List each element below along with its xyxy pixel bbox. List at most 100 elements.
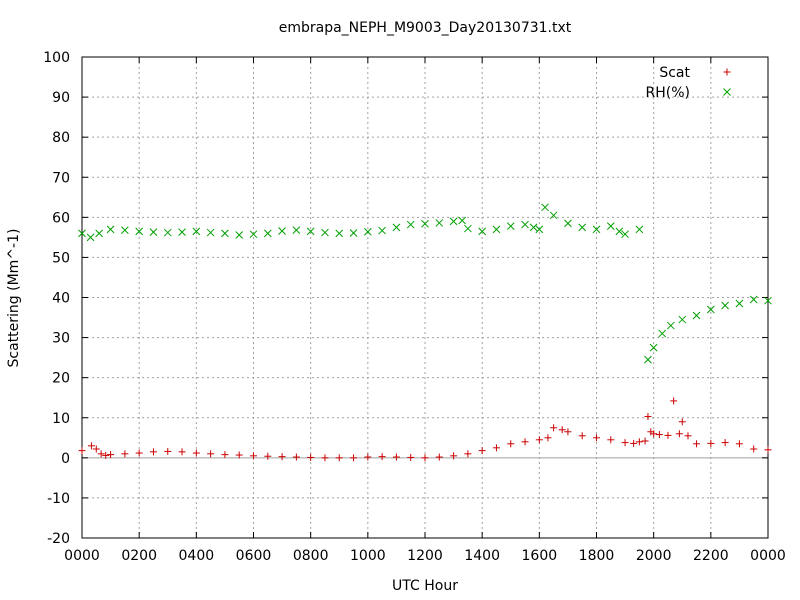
scat-point xyxy=(535,436,543,444)
rh-point xyxy=(378,226,386,235)
rh-point xyxy=(278,227,286,235)
rh-point xyxy=(263,229,272,238)
rh-point xyxy=(106,225,115,234)
scat-point xyxy=(544,434,552,442)
rh-point xyxy=(521,220,529,229)
scat-point xyxy=(735,440,743,448)
rh-point xyxy=(435,219,444,227)
rh-point xyxy=(335,229,344,238)
rh-point xyxy=(749,295,758,304)
scat-point xyxy=(121,450,129,458)
y-tick-label: 0 xyxy=(61,451,70,467)
scat-point xyxy=(721,439,729,447)
scat-point xyxy=(521,438,529,446)
rh-point xyxy=(635,225,644,234)
scat-point xyxy=(650,430,658,438)
y-tick-label: 40 xyxy=(52,291,70,307)
rh-point xyxy=(678,315,687,324)
y-tick-label: 50 xyxy=(52,250,70,266)
scat-point xyxy=(107,451,115,459)
scat-point xyxy=(507,440,515,448)
y-tick-label: 80 xyxy=(52,130,70,146)
scat-point xyxy=(87,442,95,450)
rh-point xyxy=(549,211,558,220)
scat-point xyxy=(378,453,386,461)
scat-point xyxy=(621,439,629,447)
legend-label: Scat xyxy=(659,65,690,81)
x-tick-label: 1600 xyxy=(522,548,558,564)
scat-point xyxy=(558,426,566,434)
rh-point xyxy=(306,227,315,236)
scat-point xyxy=(492,444,500,452)
scat-point xyxy=(392,453,400,461)
scat-point xyxy=(693,440,701,448)
scat-point xyxy=(550,424,558,432)
scat-point xyxy=(684,432,692,440)
scat-point xyxy=(364,453,372,461)
rh-point xyxy=(221,229,229,238)
rh-point xyxy=(206,228,215,237)
rh-point xyxy=(658,329,667,338)
scat-point xyxy=(764,446,772,454)
scat-point xyxy=(250,452,257,460)
scat-point xyxy=(350,454,358,462)
y-tick-label: 10 xyxy=(52,411,70,427)
rh-point xyxy=(95,229,104,238)
rh-point xyxy=(464,224,472,233)
rh-point xyxy=(615,227,624,236)
x-tick-label: 0000 xyxy=(750,548,786,564)
scat-point xyxy=(750,445,758,453)
rh-point xyxy=(292,226,301,235)
y-tick-label: -20 xyxy=(47,531,70,547)
x-tick-label: 0400 xyxy=(179,548,215,564)
scat-point xyxy=(149,448,157,456)
rh-point xyxy=(135,227,144,236)
rh-point xyxy=(149,228,158,237)
rh-point xyxy=(349,229,358,237)
scat-point xyxy=(102,451,110,459)
scat-point xyxy=(135,449,143,457)
scat-point xyxy=(670,397,678,405)
scat-point xyxy=(264,452,272,460)
rh-point xyxy=(192,227,201,236)
rh-point xyxy=(666,321,675,330)
marks-layer xyxy=(78,203,772,462)
rh-point xyxy=(644,355,652,364)
rh-point xyxy=(121,226,129,235)
rh-point xyxy=(649,343,658,352)
x-tick-label: 0000 xyxy=(64,548,100,564)
rh-point xyxy=(178,228,186,237)
rh-point xyxy=(478,227,487,236)
series-scat xyxy=(78,397,772,462)
x-tick-label: 2200 xyxy=(693,548,729,564)
chart-title: embrapa_NEPH_M9003_Day20130731.txt xyxy=(279,20,572,36)
y-tick-label: 70 xyxy=(52,170,70,186)
rh-point xyxy=(392,223,401,232)
scat-point xyxy=(235,451,243,459)
x-tick-label: 1200 xyxy=(407,548,443,564)
rh-point xyxy=(592,225,601,234)
y-tick-label: 90 xyxy=(52,90,70,106)
scat-point xyxy=(450,452,458,460)
rh-point xyxy=(449,217,458,226)
rh-point xyxy=(721,301,729,310)
rh-point xyxy=(86,233,95,242)
x-tick-label: 0200 xyxy=(121,548,157,564)
y-tick-label: 30 xyxy=(52,331,70,347)
scat-point xyxy=(164,447,172,455)
y-axis-label: Scattering (Mm^-1) xyxy=(6,229,22,368)
scat-point xyxy=(307,453,315,461)
rh-point xyxy=(78,229,86,238)
rh-point xyxy=(535,225,544,234)
rh-point xyxy=(421,219,429,228)
scat-point xyxy=(678,418,686,426)
x-tick-label: 1000 xyxy=(350,548,386,564)
rh-point xyxy=(321,228,329,237)
x-tick-label: 1800 xyxy=(579,548,615,564)
scat-point xyxy=(593,434,600,442)
scat-point xyxy=(644,413,652,421)
y-tick-label: 20 xyxy=(52,371,70,387)
x-tick-label: 0600 xyxy=(236,548,272,564)
rh-point xyxy=(692,311,701,320)
